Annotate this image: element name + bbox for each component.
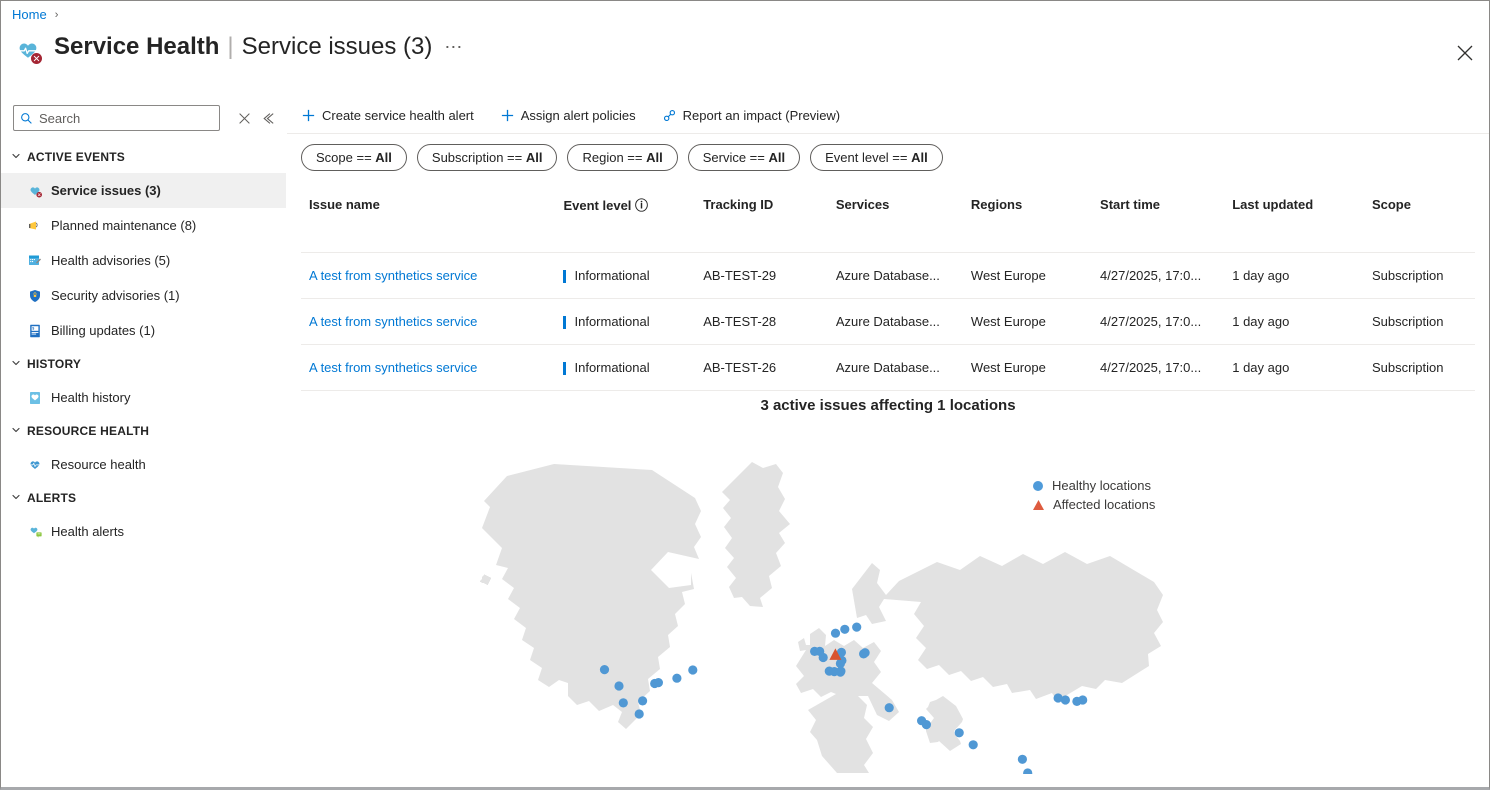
svg-text:$: $ — [32, 326, 34, 330]
